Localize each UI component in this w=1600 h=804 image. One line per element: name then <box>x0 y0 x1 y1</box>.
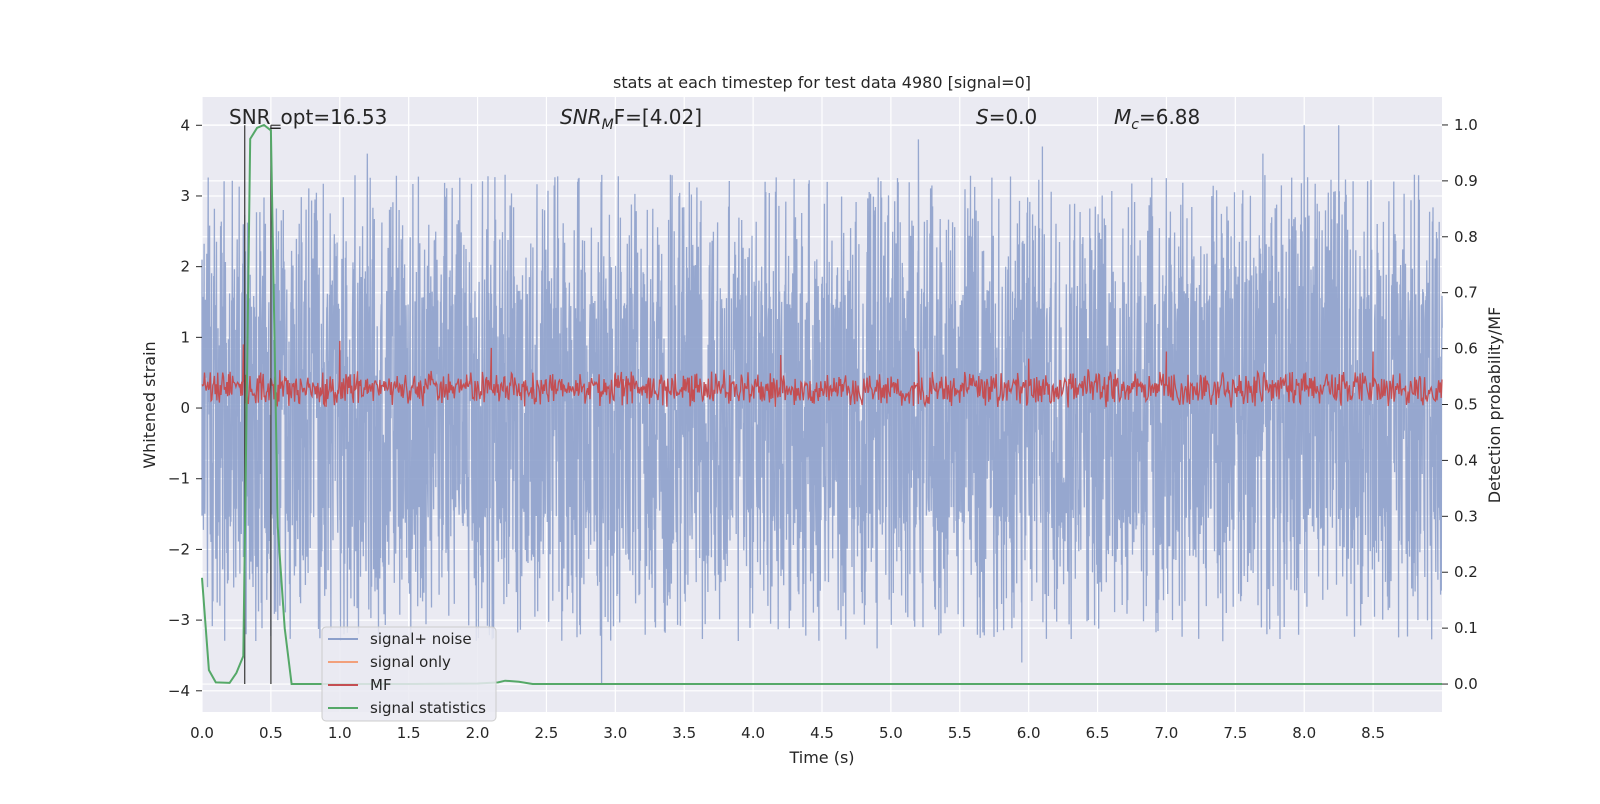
y-tick-label: −3 <box>168 611 190 629</box>
snr-mf-annotation: SNRMF=[4.02] <box>560 105 702 133</box>
y2-tick-label: 1.0 <box>1454 116 1478 134</box>
snr-mf-base: SNR <box>560 105 602 129</box>
y2-tick-label: 0.0 <box>1454 675 1478 693</box>
mc-sub: c <box>1131 117 1139 133</box>
y2-tick-label: 0.5 <box>1454 396 1478 414</box>
x-tick-label: 8.5 <box>1361 724 1385 742</box>
x-tick-label: 0.5 <box>259 724 283 742</box>
x-tick-label: 6.0 <box>1017 724 1041 742</box>
y-tick-label: −4 <box>168 682 190 700</box>
x-tick-label: 3.5 <box>672 724 696 742</box>
x-tick-label: 6.5 <box>1086 724 1110 742</box>
signal-noise-series <box>201 125 1443 684</box>
y-axis-label: Whitened strain <box>140 341 159 468</box>
legend-label-signal-statistics: signal statistics <box>370 699 486 717</box>
s-annotation: S=0.0 <box>976 105 1037 129</box>
y2-tick-label: 0.3 <box>1454 507 1478 525</box>
mc-var: M <box>1114 105 1131 129</box>
y-tick-label: 4 <box>180 116 190 134</box>
s-val: =0.0 <box>989 105 1038 129</box>
legend-box <box>321 626 497 722</box>
y2-tick-label: 0.4 <box>1454 451 1478 469</box>
mc-val: =6.88 <box>1139 105 1200 129</box>
x-tick-label: 4.5 <box>810 724 834 742</box>
x-tick-label: 2.0 <box>466 724 490 742</box>
s-var: S <box>976 105 989 129</box>
snr-opt-annotation: SNR_opt=16.53 <box>229 105 387 129</box>
y2-tick-label: 0.9 <box>1454 172 1478 190</box>
x-tick-label: 2.5 <box>535 724 559 742</box>
chart-title: stats at each timestep for test data 498… <box>613 73 1031 92</box>
y-tick-label: 1 <box>180 328 190 346</box>
x-tick-label: 8.0 <box>1292 724 1316 742</box>
x-tick-label: 5.5 <box>948 724 972 742</box>
x-axis-ticks: 0.0 0.5 1.0 1.5 2.0 2.5 3.0 3.5 4.0 4.5 5.0 5.5 6.0 6… <box>190 724 1385 742</box>
x-tick-label: 1.5 <box>397 724 421 742</box>
y2-tick-label: 0.1 <box>1454 619 1478 637</box>
signal-noise-line <box>201 125 1443 684</box>
y2-axis-ticks: 1.0 0.9 0.8 0.7 0.6 0.5 0.4 0.3 0.2 0.1 0.0 <box>1442 116 1478 693</box>
x-tick-label: 1.0 <box>328 724 352 742</box>
y2-axis-label: Detection probability/MF <box>1485 307 1504 504</box>
snr-mf-sub: M <box>602 117 614 133</box>
snr-mf-tail: F=[4.02] <box>614 105 702 129</box>
y2-tick-label: 0.7 <box>1454 284 1478 302</box>
mf-series <box>201 340 1443 408</box>
x-tick-label: 5.0 <box>879 724 903 742</box>
legend-label-signal-only: signal only <box>370 653 451 671</box>
mc-annotation: Mc=6.88 <box>1114 105 1200 133</box>
y-tick-label: 2 <box>180 258 190 276</box>
y-tick-label: −1 <box>168 470 190 488</box>
x-axis-label: Time (s) <box>788 748 854 767</box>
y-tick-label: 3 <box>180 187 190 205</box>
y2-tick-label: 0.8 <box>1454 228 1478 246</box>
x-tick-label: 7.5 <box>1223 724 1247 742</box>
x-tick-label: 7.0 <box>1155 724 1179 742</box>
y2-tick-label: 0.2 <box>1454 563 1478 581</box>
y-tick-label: −2 <box>168 540 190 558</box>
y2-tick-label: 0.6 <box>1454 340 1478 358</box>
legend-label-signal-noise: signal+ noise <box>370 630 472 648</box>
x-tick-label: 0.0 <box>190 724 214 742</box>
mf-line <box>201 340 1443 408</box>
y-axis-ticks: 4 3 2 1 0 −1 −2 −3 −4 <box>168 116 202 700</box>
x-tick-label: 3.0 <box>603 724 627 742</box>
y-tick-label: 0 <box>180 399 190 417</box>
legend-label-mf: MF <box>370 676 392 694</box>
legend: signal+ noise signal only MF signal stat… <box>321 626 497 722</box>
x-tick-label: 4.0 <box>741 724 765 742</box>
